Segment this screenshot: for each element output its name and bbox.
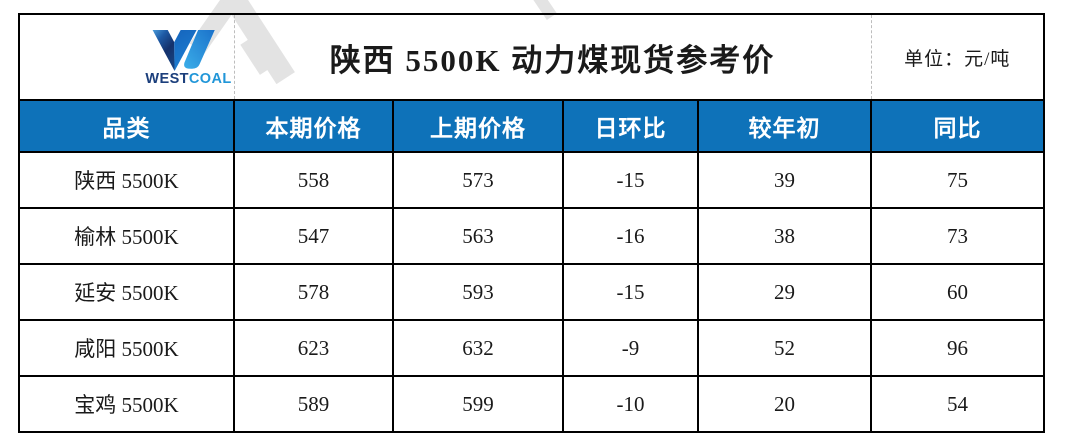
value-cell: 54 bbox=[870, 375, 1045, 433]
row-label-cell: 咸阳 5500K bbox=[18, 319, 235, 377]
value-cell: 96 bbox=[870, 319, 1045, 377]
wordmark-coal: COAL bbox=[188, 71, 232, 88]
value-cell: 60 bbox=[870, 263, 1045, 321]
unit-label: 单位：元/吨 bbox=[870, 13, 1045, 101]
value-cell: 558 bbox=[233, 151, 394, 209]
value-cell: 573 bbox=[392, 151, 564, 209]
col-header-yoy-change: 同比 bbox=[870, 99, 1045, 153]
price-table: WESTCOAL 陕西 5500K 动力煤现货参考价 单位：元/吨 品类 本期价… bbox=[18, 13, 1045, 433]
value-cell: 29 bbox=[697, 263, 872, 321]
value-cell: 52 bbox=[697, 319, 872, 377]
table-row: 延安 5500K 578 593 -15 29 60 bbox=[18, 263, 1045, 321]
value-cell: 623 bbox=[233, 319, 394, 377]
value-cell: -15 bbox=[562, 151, 699, 209]
row-label-cell: 宝鸡 5500K bbox=[18, 375, 235, 433]
value-cell: 20 bbox=[697, 375, 872, 433]
value-cell: 38 bbox=[697, 207, 872, 265]
table-row: 咸阳 5500K 623 632 -9 52 96 bbox=[18, 319, 1045, 377]
value-cell: -15 bbox=[562, 263, 699, 321]
westcoal-w-icon bbox=[152, 30, 215, 72]
column-header-row: 品类 本期价格 上期价格 日环比 较年初 同比 bbox=[18, 99, 1045, 153]
row-label-cell: 延安 5500K bbox=[18, 263, 235, 321]
westcoal-logo: WESTCOAL bbox=[145, 27, 233, 87]
col-header-ytd-change: 较年初 bbox=[697, 99, 872, 153]
col-header-daily-change: 日环比 bbox=[562, 99, 699, 153]
value-cell: 563 bbox=[392, 207, 564, 265]
brand-logo-cell: WESTCOAL bbox=[18, 13, 235, 101]
value-cell: -16 bbox=[562, 207, 699, 265]
title-row: WESTCOAL 陕西 5500K 动力煤现货参考价 单位：元/吨 bbox=[18, 13, 1045, 101]
value-cell: 578 bbox=[233, 263, 394, 321]
table-row: 陕西 5500K 558 573 -15 39 75 bbox=[18, 151, 1045, 209]
col-header-current-price: 本期价格 bbox=[233, 99, 394, 153]
value-cell: 73 bbox=[870, 207, 1045, 265]
wordmark-west: WEST bbox=[145, 71, 189, 88]
value-cell: 75 bbox=[870, 151, 1045, 209]
westcoal-wordmark: WESTCOAL bbox=[145, 72, 231, 87]
value-cell: 589 bbox=[233, 375, 394, 433]
value-cell: -10 bbox=[562, 375, 699, 433]
row-label-cell: 陕西 5500K bbox=[18, 151, 235, 209]
value-cell: 599 bbox=[392, 375, 564, 433]
table-row: 榆林 5500K 547 563 -16 38 73 bbox=[18, 207, 1045, 265]
page-title: 陕西 5500K 动力煤现货参考价 bbox=[233, 13, 872, 101]
value-cell: 547 bbox=[233, 207, 394, 265]
col-header-previous-price: 上期价格 bbox=[392, 99, 564, 153]
value-cell: 632 bbox=[392, 319, 564, 377]
value-cell: 39 bbox=[697, 151, 872, 209]
table-row: 宝鸡 5500K 589 599 -10 20 54 bbox=[18, 375, 1045, 433]
row-label-cell: 榆林 5500K bbox=[18, 207, 235, 265]
value-cell: 593 bbox=[392, 263, 564, 321]
value-cell: -9 bbox=[562, 319, 699, 377]
col-header-category: 品类 bbox=[18, 99, 235, 153]
